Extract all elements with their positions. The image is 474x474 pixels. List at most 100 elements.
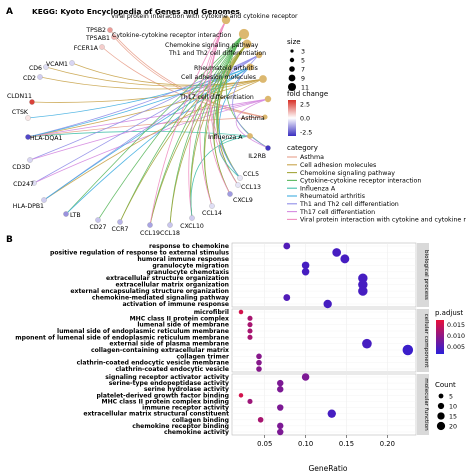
size-legend-keys: 3 5 7 9 11 xyxy=(288,48,309,91)
term-tick-label: MHC class II protein complex binding xyxy=(102,398,229,405)
network-edge xyxy=(33,98,269,184)
gene-label: CCL18 xyxy=(160,230,180,237)
gene-node xyxy=(27,157,33,163)
category-legend-label: Viral protein interaction with cytokine … xyxy=(300,217,466,224)
gene-node xyxy=(25,115,31,121)
term-tick-label: collagen-containing extracellular matrix xyxy=(91,347,229,354)
term-tick-label: serine hydrolase activity xyxy=(144,386,229,393)
term-node xyxy=(238,28,250,40)
network-edge xyxy=(199,19,227,207)
dot-point xyxy=(257,416,264,423)
gene-node xyxy=(69,60,75,66)
count-legend-dot xyxy=(437,402,445,410)
p-adjust-tick-label: 0.005 xyxy=(447,344,465,351)
term-label: Chemokine signaling pathway xyxy=(165,42,259,49)
gene-node xyxy=(147,222,153,228)
gene-node xyxy=(189,215,195,221)
dot-point xyxy=(277,428,284,436)
term-node xyxy=(247,133,253,139)
count-legend-label: 20 xyxy=(449,423,457,430)
term-tick-label: lumenal side of endoplasmic reticulum me… xyxy=(57,328,229,335)
gene-label: LTB xyxy=(70,212,81,219)
network-edge xyxy=(149,19,227,226)
gene-label: CCL19 xyxy=(140,230,160,237)
count-legend-dot xyxy=(436,421,446,431)
size-legend-label: 7 xyxy=(301,66,305,73)
gene-label: CCL14 xyxy=(202,210,222,217)
term-tick-label: mponent of lumenal side of endoplasmic r… xyxy=(15,334,229,341)
term-tick-label: serine-type endopeptidase activity xyxy=(109,380,229,387)
dot-point xyxy=(238,393,244,398)
category-legend-label: Cytokine-cytokine receptor interaction xyxy=(300,178,421,185)
gene-node xyxy=(37,74,43,80)
term-node xyxy=(264,95,272,103)
term-tick-label: extracellular structure organization xyxy=(106,275,229,282)
network-edge xyxy=(27,78,264,138)
network-nodes xyxy=(25,15,272,228)
term-node xyxy=(246,63,254,71)
gene-label: CTSK xyxy=(12,109,29,116)
term-tick-label: clathrin-coated endocytic vesicle xyxy=(116,366,229,373)
panel-b: B biological process response to chemokin… xyxy=(6,235,465,473)
dot-point xyxy=(277,422,284,430)
x-tick-label: 0.05 xyxy=(257,440,272,448)
facet-strip xyxy=(417,243,429,307)
dot-point xyxy=(358,273,368,283)
dot-point xyxy=(283,294,291,301)
size-legend-label: 3 xyxy=(301,48,305,55)
x-axis-label: GeneRatio xyxy=(308,464,347,473)
fold-change-tick-label: -2.5 xyxy=(300,129,312,136)
term-tick-label: lumenal side of membrane xyxy=(137,322,229,329)
dot-point xyxy=(301,373,310,381)
count-legend-title: Count xyxy=(435,381,456,389)
dot-plot-legend: p.adjust 0.015 0.010 0.005 Count 5 10 15 20 xyxy=(435,309,465,430)
term-tick-label: collagen trimer xyxy=(176,353,229,360)
dot-point xyxy=(301,261,310,270)
dot-point xyxy=(247,334,253,340)
gene-node xyxy=(235,182,241,188)
p-adjust-tick-label: 0.015 xyxy=(447,322,465,329)
gene-node xyxy=(111,34,117,40)
x-tick-label: 0.10 xyxy=(298,440,313,448)
gene-node xyxy=(117,219,123,225)
count-legend-label: 15 xyxy=(449,413,457,420)
network-edge xyxy=(43,78,264,201)
gene-node xyxy=(31,180,37,186)
count-legend-label: 10 xyxy=(449,403,457,410)
dot-point xyxy=(256,353,262,360)
dot-point xyxy=(247,315,253,321)
gene-label: TPSB2 xyxy=(85,27,106,34)
gene-label: FCER1A xyxy=(74,45,99,52)
category-legend-label: Th1 and Th2 cell differentiation xyxy=(299,201,399,208)
dot-point xyxy=(277,379,284,387)
gene-label: CD3D xyxy=(12,164,30,171)
category-legend-label: Rheumatoid arthritis xyxy=(300,193,365,200)
term-label: Cell adhesion molecules xyxy=(181,74,256,81)
panel-a: A KEGG: Kyoto Encyclopedia of Genes and … xyxy=(6,7,466,237)
gene-node xyxy=(95,217,101,223)
term-label: Th17 cell differentiation xyxy=(179,94,254,101)
gene-label: TPSAB1 xyxy=(85,35,110,42)
dot-point xyxy=(323,299,332,309)
count-legend-dot xyxy=(438,393,444,399)
dot-point xyxy=(256,366,262,372)
dot-point xyxy=(277,404,284,411)
size-legend-dot xyxy=(288,83,296,91)
term-label: Rheumatoid arthritis xyxy=(194,65,258,72)
gene-node xyxy=(167,222,173,228)
term-label: Cytokine-cytokine receptor interaction xyxy=(112,32,231,39)
gene-label: VCAM1 xyxy=(46,61,68,68)
network-edge xyxy=(188,19,227,219)
gene-label: HLA-DPB1 xyxy=(13,203,44,210)
term-tick-label: signaling receptor activator activity xyxy=(105,374,229,381)
network-edge xyxy=(33,54,260,184)
dot-point xyxy=(358,286,368,296)
facet-panel xyxy=(231,308,417,373)
term-tick-label: humoral immune response xyxy=(137,256,229,263)
gene-node xyxy=(41,197,47,203)
dot-point xyxy=(362,338,372,349)
fold-change-tick-label: 0.0 xyxy=(300,115,310,122)
network-edge xyxy=(65,33,245,215)
